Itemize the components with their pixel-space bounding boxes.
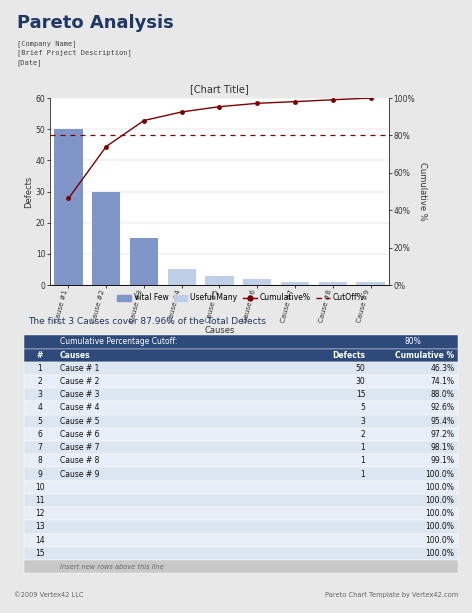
Text: 7: 7 [37, 443, 42, 452]
Bar [24, 349, 458, 362]
Text: 13: 13 [35, 522, 45, 531]
Text: 11: 11 [35, 496, 45, 505]
Bar [24, 362, 458, 375]
Text: 1: 1 [361, 456, 365, 465]
Bar [24, 481, 458, 494]
Bar [24, 560, 458, 573]
Text: 100.0%: 100.0% [425, 496, 455, 505]
Text: 100.0%: 100.0% [425, 509, 455, 518]
Text: 4: 4 [37, 403, 42, 413]
Bar [24, 494, 458, 507]
Bar [168, 270, 196, 285]
Text: 100.0%: 100.0% [425, 483, 455, 492]
Text: Cause # 6: Cause # 6 [59, 430, 99, 439]
Bar [24, 468, 458, 481]
Bar [24, 520, 458, 533]
Bar [92, 191, 120, 285]
Text: 8: 8 [37, 456, 42, 465]
Text: 2: 2 [361, 430, 365, 439]
Text: 14: 14 [35, 536, 45, 544]
Text: ©2009 Vertex42 LLC: ©2009 Vertex42 LLC [14, 592, 84, 598]
X-axis label: Causes: Causes [204, 326, 235, 335]
Text: #: # [37, 351, 43, 360]
Text: 98.1%: 98.1% [430, 443, 455, 452]
Y-axis label: Cumulative %: Cumulative % [418, 162, 427, 221]
Bar [243, 279, 271, 285]
Text: Cumulative Percentage Cutoff:: Cumulative Percentage Cutoff: [59, 337, 177, 346]
Text: Cause # 7: Cause # 7 [59, 443, 99, 452]
Bar [24, 335, 458, 349]
Text: 2: 2 [37, 377, 42, 386]
Text: 15: 15 [356, 390, 365, 399]
Text: 15: 15 [35, 549, 45, 558]
Text: Cause # 4: Cause # 4 [59, 403, 99, 413]
Text: 46.3%: 46.3% [430, 364, 455, 373]
Text: 3: 3 [361, 417, 365, 425]
Text: 99.1%: 99.1% [430, 456, 455, 465]
Text: Insert new rows above this line: Insert new rows above this line [59, 563, 163, 569]
Bar [24, 441, 458, 454]
Text: 92.6%: 92.6% [430, 403, 455, 413]
Bar [205, 276, 234, 285]
Title: [Chart Title]: [Chart Title] [190, 85, 249, 94]
Text: 12: 12 [35, 509, 45, 518]
Text: [Company Name]
[Brief Project Description]
[Date]: [Company Name] [Brief Project Descriptio… [17, 40, 131, 66]
Text: Cause # 1: Cause # 1 [59, 364, 99, 373]
Y-axis label: Defects: Defects [24, 175, 33, 208]
Text: Cause # 8: Cause # 8 [59, 456, 99, 465]
Bar [356, 282, 385, 285]
Text: The first 3 Causes cover 87.96% of the Total Defects: The first 3 Causes cover 87.96% of the T… [28, 317, 266, 326]
Bar [130, 238, 158, 285]
Text: 1: 1 [37, 364, 42, 373]
Bar [24, 454, 458, 468]
Legend: Vital Few, Useful Many, Cumulative%, CutOff%: Vital Few, Useful Many, Cumulative%, Cut… [117, 294, 365, 302]
Text: 5: 5 [361, 403, 365, 413]
Text: 5: 5 [37, 417, 42, 425]
Text: 100.0%: 100.0% [425, 522, 455, 531]
Text: Pareto Analysis: Pareto Analysis [17, 13, 173, 32]
Bar [281, 282, 309, 285]
Text: 6: 6 [37, 430, 42, 439]
Text: 95.4%: 95.4% [430, 417, 455, 425]
Text: 74.1%: 74.1% [430, 377, 455, 386]
Bar [24, 414, 458, 428]
Text: Pareto Chart Template by Vertex42.com: Pareto Chart Template by Vertex42.com [325, 592, 458, 598]
Text: Cause # 3: Cause # 3 [59, 390, 99, 399]
Text: 30: 30 [355, 377, 365, 386]
Text: Defects: Defects [332, 351, 365, 360]
Text: 9: 9 [37, 470, 42, 479]
Text: 80%: 80% [405, 337, 421, 346]
Text: 10: 10 [35, 483, 45, 492]
Bar [24, 428, 458, 441]
Bar [24, 375, 458, 388]
Text: Cause # 5: Cause # 5 [59, 417, 99, 425]
Text: 1: 1 [361, 470, 365, 479]
Text: 3: 3 [37, 390, 42, 399]
Text: Causes: Causes [59, 351, 90, 360]
Text: 100.0%: 100.0% [425, 536, 455, 544]
Text: 100.0%: 100.0% [425, 470, 455, 479]
Text: 97.2%: 97.2% [430, 430, 455, 439]
Text: Cause # 9: Cause # 9 [59, 470, 99, 479]
Text: Cumulative %: Cumulative % [395, 351, 455, 360]
Bar [24, 547, 458, 560]
Text: Cause # 2: Cause # 2 [59, 377, 99, 386]
Bar [24, 533, 458, 547]
Bar [319, 282, 347, 285]
Bar [54, 129, 83, 285]
Text: 100.0%: 100.0% [425, 549, 455, 558]
Text: 50: 50 [355, 364, 365, 373]
Bar [24, 388, 458, 402]
Text: 88.0%: 88.0% [430, 390, 455, 399]
Bar [24, 402, 458, 414]
Bar [24, 507, 458, 520]
Text: 1: 1 [361, 443, 365, 452]
